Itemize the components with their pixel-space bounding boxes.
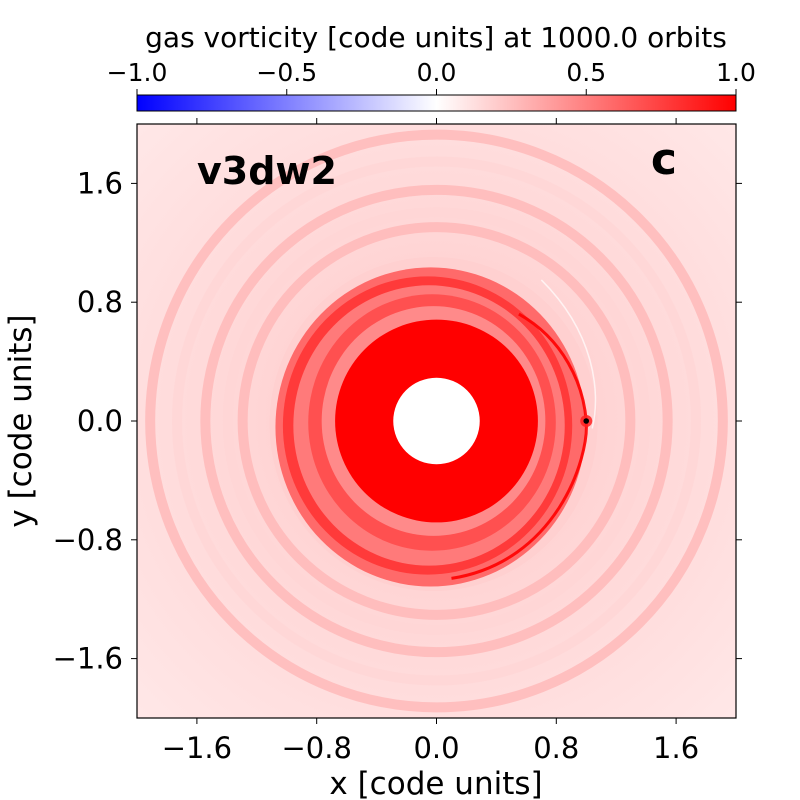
y-tick-label: 0.8 xyxy=(77,285,123,319)
x-tick-label: 1.6 xyxy=(653,731,699,765)
colorbar-gradient xyxy=(136,94,737,112)
colorbar-tick-label: −1.0 xyxy=(107,58,168,87)
x-tick-label: 0.8 xyxy=(533,731,579,765)
planet-marker xyxy=(583,418,590,424)
x-tick-label: 0.0 xyxy=(413,731,459,765)
plot-area: −1.6 −0.8 0.0 0.8 1.6 −1.6 −0.8 0.0 0.8 1.6 xyxy=(53,118,742,765)
model-label: v3dw2 xyxy=(197,149,337,193)
y-tick-label: 0.0 xyxy=(77,404,123,438)
planet-wake xyxy=(451,312,588,580)
x-tick-label: −1.6 xyxy=(162,731,232,765)
outer-ring xyxy=(145,129,728,713)
colorbar-ticks: −1.0 −0.5 0.0 0.5 1.0 xyxy=(107,58,756,95)
x-tick-label: −0.8 xyxy=(281,731,351,765)
y-tick-label: −1.6 xyxy=(53,642,123,676)
panel-letter: c xyxy=(651,134,677,185)
axis-ticks: −1.6 −0.8 0.0 0.8 1.6 −1.6 −0.8 0.0 0.8 1.6 xyxy=(53,118,742,765)
colorbar-tick-label: 0.0 xyxy=(417,58,457,87)
y-tick-label: −0.8 xyxy=(53,523,123,557)
outer-ring xyxy=(200,184,673,658)
colorbar: −1.0 −0.5 0.0 0.5 1.0 xyxy=(107,58,756,112)
y-tick-label: 1.6 xyxy=(77,166,123,200)
outer-ring xyxy=(172,156,701,686)
y-axis-label: y [code units] xyxy=(3,314,39,527)
outer-ring xyxy=(222,207,651,635)
disk-structure xyxy=(145,129,728,713)
inner-hole xyxy=(393,377,480,465)
colorbar-title: gas vorticity [code units] at 1000.0 orb… xyxy=(145,21,727,54)
colorbar-tick-label: 0.5 xyxy=(566,58,606,87)
colorbar-tick-label: −0.5 xyxy=(256,58,317,87)
outer-ring xyxy=(237,222,636,620)
wake-edge xyxy=(540,279,597,429)
x-axis-label: x [code units] xyxy=(329,766,542,800)
colorbar-tick-label: 1.0 xyxy=(716,58,756,87)
